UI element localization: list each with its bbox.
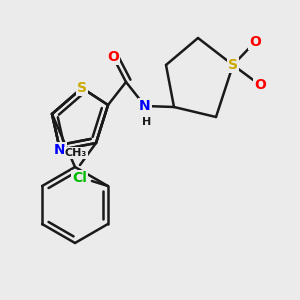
- Text: H: H: [142, 117, 152, 127]
- Text: O: O: [249, 35, 261, 49]
- Text: CH₃: CH₃: [65, 148, 87, 158]
- Text: O: O: [107, 50, 119, 64]
- Text: O: O: [254, 78, 266, 92]
- Text: N: N: [139, 99, 151, 113]
- Text: Cl: Cl: [73, 171, 87, 185]
- Text: S: S: [228, 58, 238, 72]
- Text: N: N: [54, 143, 66, 157]
- Text: S: S: [77, 81, 87, 95]
